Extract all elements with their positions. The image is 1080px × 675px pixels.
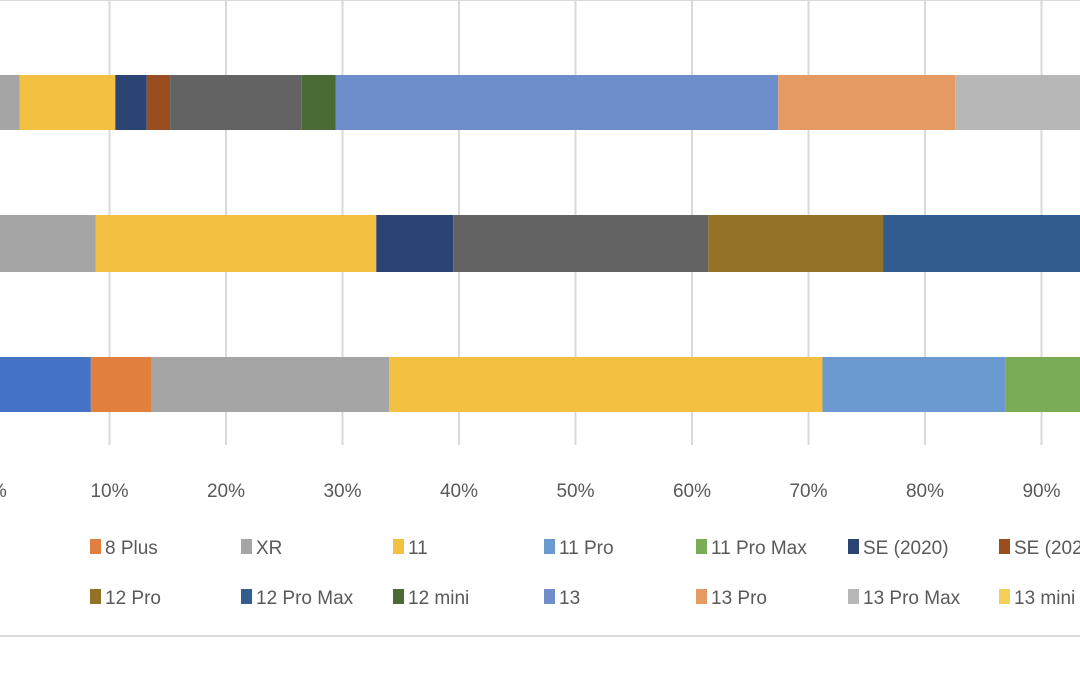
bar-segment-xr [0,215,96,272]
legend-swatch [696,589,707,604]
x-tick-label: 30% [323,481,361,502]
bar-segment-11-pro [822,357,1006,412]
bar-segment-11 [19,75,116,130]
legend-label: 11 [408,538,428,559]
x-tick-label: 90% [1022,481,1060,502]
legend-label: 12 Pro Max [256,588,354,609]
legend-swatch [393,589,404,604]
bar-segment-13-pro [778,75,956,130]
legend-swatch [544,539,555,554]
legend-label: 13 mini [1014,588,1075,609]
bar-segment-se-2020- [376,215,454,272]
bar-segment-series-0 [0,357,91,412]
bar-segment-11-pro-max [1005,357,1080,412]
legend-swatch [90,539,101,554]
x-tick-label: 80% [906,481,944,502]
x-tick-label: 0% [0,481,7,502]
bar-segment-12-mini [301,75,336,130]
legend-label: SE (2022) [1014,538,1080,559]
legend-label: 11 Pro [559,538,614,559]
bar-segment-series-8 [170,75,302,130]
x-tick-label: 70% [789,481,827,502]
x-tick-label: 20% [207,481,245,502]
bar-segment-xr [151,357,390,412]
bar-segment-series-8 [453,215,709,272]
x-tick-label: 40% [440,481,478,502]
legend-swatch [999,539,1010,554]
legend-label: 12 mini [408,588,469,609]
legend-swatch [696,539,707,554]
legend-label: 8 Plus [105,538,158,559]
x-tick-label: 60% [673,481,711,502]
legend-label: 13 [559,588,580,609]
legend-swatch [241,539,252,554]
legend-label: 11 Pro Max [711,538,807,559]
bar-segment-11 [389,357,823,412]
legend-label: 13 Pro [711,588,767,609]
legend-swatch [90,589,101,604]
legend-swatch [544,589,555,604]
bar-segment-8-plus [90,357,152,412]
legend-label: 12 Pro [105,588,161,609]
legend-swatch [241,589,252,604]
bar-segment-12-pro [708,215,884,272]
bar-segment-se-2020- [115,75,147,130]
bar-segment-12-pro-max [883,215,1080,272]
bar-segment-se-2022- [146,75,171,130]
bar-segment-xr [0,75,20,130]
bar-segment-11 [95,215,377,272]
bar-segment-13 [335,75,779,130]
legend-swatch [999,589,1010,604]
bar-segment-13-pro-max [955,75,1080,130]
legend-swatch [393,539,404,554]
legend-label: 13 Pro Max [863,588,961,609]
legend-label: XR [256,538,282,559]
legend-label: SE (2020) [863,538,949,559]
legend-swatch [848,539,859,554]
legend-swatch [848,589,859,604]
x-tick-label: 50% [556,481,594,502]
x-tick-label: 10% [90,481,128,502]
